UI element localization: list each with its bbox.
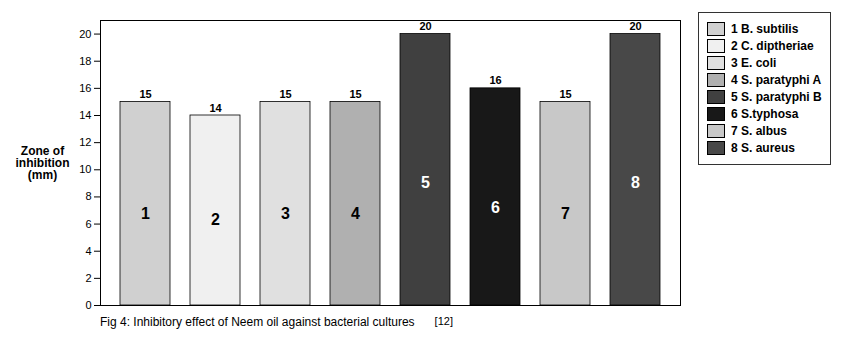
- svg-text:7: 7: [561, 205, 570, 222]
- svg-text:14: 14: [209, 102, 222, 114]
- svg-text:20: 20: [629, 20, 641, 32]
- svg-text:4: 4: [85, 245, 91, 257]
- svg-text:16: 16: [489, 74, 501, 86]
- svg-text:3: 3: [281, 205, 290, 222]
- svg-text:10: 10: [79, 163, 91, 175]
- html-text:[12]: [12]: [434, 315, 453, 327]
- html-text:2 C. diptheriae: 2 C. diptheriae: [731, 39, 814, 53]
- svg-text:Zone ofinhibition(mm): Zone ofinhibition(mm): [16, 144, 70, 182]
- svg-text:15: 15: [279, 88, 291, 100]
- svg-text:14: 14: [79, 109, 91, 121]
- svg-text:6: 6: [491, 199, 500, 216]
- html-text:8 S. aureus: 8 S. aureus: [731, 141, 795, 155]
- svg-text:4: 4: [351, 205, 360, 222]
- svg-text:2: 2: [211, 211, 220, 228]
- svg-text:20: 20: [419, 20, 431, 32]
- svg-text:8: 8: [631, 174, 640, 191]
- html-text:7 S. albus: 7 S. albus: [731, 124, 787, 138]
- svg-text:0: 0: [85, 299, 91, 311]
- svg-text:15: 15: [139, 88, 151, 100]
- svg-text:15: 15: [349, 88, 361, 100]
- svg-text:18: 18: [79, 55, 91, 67]
- html-text:6 S.typhosa: 6 S.typhosa: [731, 107, 799, 121]
- svg-text:2: 2: [85, 272, 91, 284]
- html-text:3 E. coli: 3 E. coli: [731, 56, 777, 70]
- html-text:4 S. paratyphi A: 4 S. paratyphi A: [731, 73, 822, 87]
- svg-text:12: 12: [79, 136, 91, 148]
- svg-text:6: 6: [85, 218, 91, 230]
- svg-text:5: 5: [421, 174, 430, 191]
- svg-text:16: 16: [79, 82, 91, 94]
- html-text:Fig 4: Inhibitory effect of Ne: Fig 4: Inhibitory effect of Neem oil aga…: [100, 315, 415, 329]
- svg-text:1: 1: [141, 205, 150, 222]
- html-text:5 S. paratyphi B: 5 S. paratyphi B: [731, 90, 822, 104]
- html-text:1 B. subtilis: 1 B. subtilis: [731, 22, 799, 36]
- svg-text:15: 15: [559, 88, 571, 100]
- svg-text:20: 20: [79, 28, 91, 40]
- svg-text:8: 8: [85, 190, 91, 202]
